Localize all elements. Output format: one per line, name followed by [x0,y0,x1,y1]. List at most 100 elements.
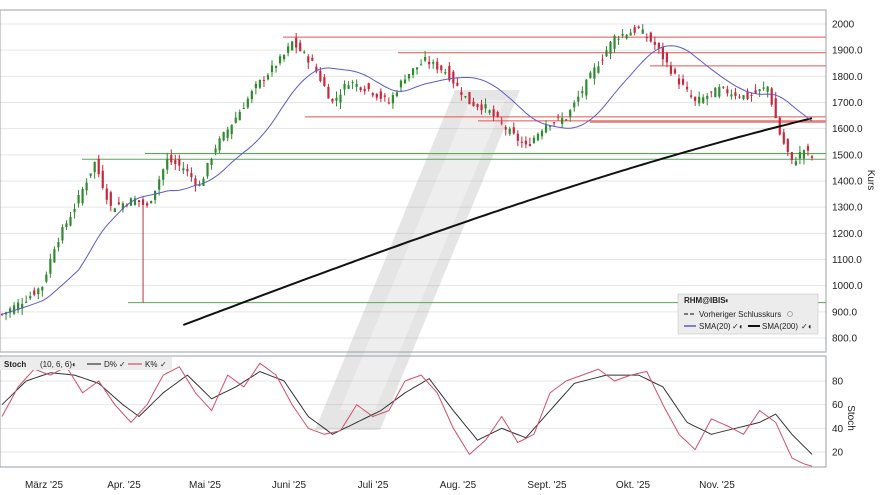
candle-body [375,93,378,98]
candle-body [53,249,56,263]
candle-body [57,242,60,248]
legend-sma200-check-icon[interactable]: ✓ [801,322,808,331]
candle-body [166,158,169,170]
main-y-tick-label: 1900.0 [832,46,863,57]
candle-body [593,67,596,79]
candle-body [391,95,394,104]
candle-body [516,133,519,141]
candle-body [621,34,624,36]
candle-body [230,124,233,135]
candle-body [685,86,689,90]
candle-body [742,95,745,99]
candle-body [359,87,362,91]
candle-body [710,91,713,93]
legend-sma20-check-icon[interactable]: ✓ [732,322,739,331]
main-y-tick-label: 1300.0 [832,203,863,214]
stoch-title: Stoch [4,360,26,369]
candle-body [714,87,717,98]
candle-body [694,96,697,101]
candle-body [182,168,185,171]
candle-body [488,110,491,113]
candle-body [472,101,475,106]
candle-body [238,111,241,121]
candle-body [250,91,253,100]
legend-sma200-settings-icon[interactable]: ◐ [808,322,813,331]
candle-body [274,66,278,68]
main-y-tick-label: 1500.0 [832,150,863,161]
candle-body [299,42,302,52]
candle-body [722,86,725,88]
main-y-tick-label: 2000 [832,20,855,31]
candle-body [403,79,407,84]
candle-body [351,82,354,84]
main-y-axis: 2000 1900.0 1800.0 1700.0 1600.0 1500.0 1400.0… [832,20,863,345]
candle-body [420,64,423,66]
stoch-settings-icon[interactable]: ◐ [72,360,77,369]
candle-body [399,80,403,88]
main-y-tick-label: 1100.0 [832,255,862,266]
main-y-tick-label: 1800.0 [832,72,863,83]
candle-body [109,192,112,206]
candle-body [677,78,681,85]
candle-body [266,75,270,80]
candle-body [561,118,564,124]
candle-body [637,26,640,28]
candle-body [246,98,249,108]
candle-body [597,66,600,73]
candle-body [432,61,435,64]
candle-body [790,152,793,161]
candle-body [363,88,366,92]
candle-body [552,122,556,124]
candle-body [170,155,173,163]
candle-body [645,37,648,39]
candle-body [254,83,257,89]
candle-body [65,223,68,228]
candle-body [150,201,153,204]
candle-body [145,203,149,206]
candle-body [81,188,84,204]
stoch-y-tick-label: 40 [832,424,844,435]
candle-body [524,140,527,145]
candle-body [222,132,225,141]
candle-body [141,199,145,205]
candle-body [762,87,765,89]
stoch-k-check-icon[interactable]: ✓ [160,360,167,369]
candle-body [508,128,511,134]
main-y-axis-label: Kurs [865,170,876,191]
candle-body [178,158,181,166]
candle-body [343,84,346,90]
candle-body [21,303,24,309]
candle-body [97,158,100,175]
legend-sma20-settings-icon[interactable]: ◐ [739,322,744,331]
candle-body [89,173,92,176]
candle-body [548,125,552,127]
candle-body [218,138,221,151]
candle-body [585,79,588,96]
stoch-d-check-icon[interactable]: ✓ [119,360,126,369]
stoch-panel-frame [0,355,827,468]
candle-body [287,46,290,53]
stoch-y-tick-label: 80 [832,377,844,388]
candle-body [198,184,201,186]
candle-body [520,141,523,143]
candle-body [29,296,32,299]
candle-body [661,46,664,60]
candle-body [601,59,604,61]
main-y-tick-label: 1700.0 [832,98,863,109]
candle-body [577,96,580,102]
legend-prev-close-toggle-icon[interactable] [787,311,793,317]
candle-body [69,216,72,226]
candle-body [464,96,467,98]
main-y-tick-label: 1400.0 [832,177,863,188]
stoch-y-tick-label: 20 [832,448,844,459]
candle-body [589,72,592,79]
x-tick-label: Aug. '25 [440,480,477,491]
candle-body [33,290,36,295]
stoch-k-label: K% [145,360,157,369]
candle-body [609,41,612,54]
candle-body [214,148,217,153]
candle-body [734,92,737,96]
candle-body [657,42,660,49]
candle-body [117,202,120,205]
main-y-tick-label: 800.0 [832,334,857,345]
